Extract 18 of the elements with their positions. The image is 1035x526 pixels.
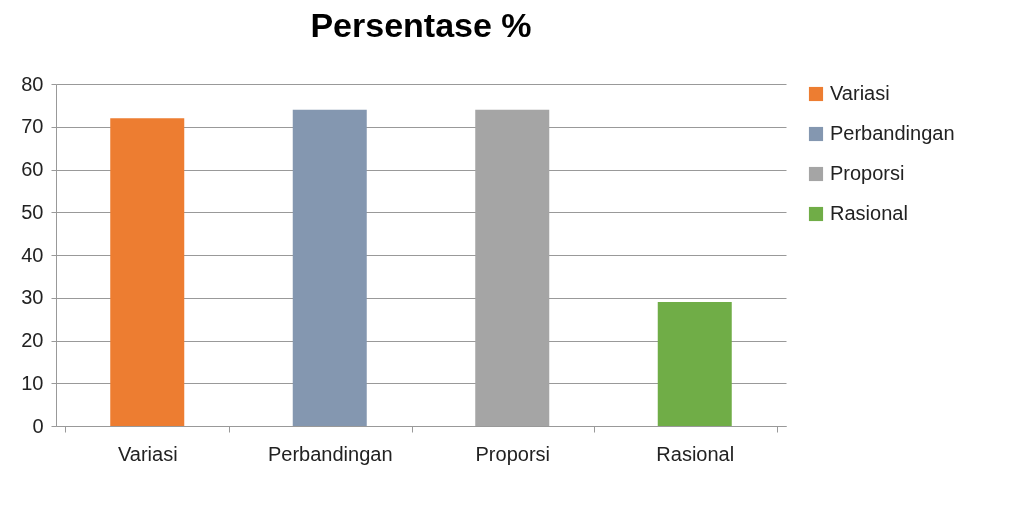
legend-label: Proporsi xyxy=(830,162,905,184)
y-tick-label: 40 xyxy=(21,243,44,266)
y-tick-label: 30 xyxy=(21,286,44,309)
y-tick-label: 60 xyxy=(21,158,44,180)
y-tick-label: 80 xyxy=(21,72,44,95)
x-tick-label: Perbandingan xyxy=(267,442,393,465)
x-tick-label: Variasi xyxy=(117,442,178,465)
legend-label: Rasional xyxy=(830,202,908,224)
y-tick-label: 10 xyxy=(21,371,44,394)
y-tick-label: 20 xyxy=(21,329,44,351)
y-tick-label: 70 xyxy=(21,115,44,138)
legend-label: Variasi xyxy=(830,82,890,104)
legend-label: Perbandingan xyxy=(830,122,955,144)
y-tick-label: 50 xyxy=(21,200,44,223)
x-tick-label: Rasional xyxy=(656,442,735,465)
x-tick-label: Proporsi xyxy=(475,442,550,465)
y-tick-label: 0 xyxy=(32,414,44,437)
chart-title: Persentase % xyxy=(310,6,532,44)
